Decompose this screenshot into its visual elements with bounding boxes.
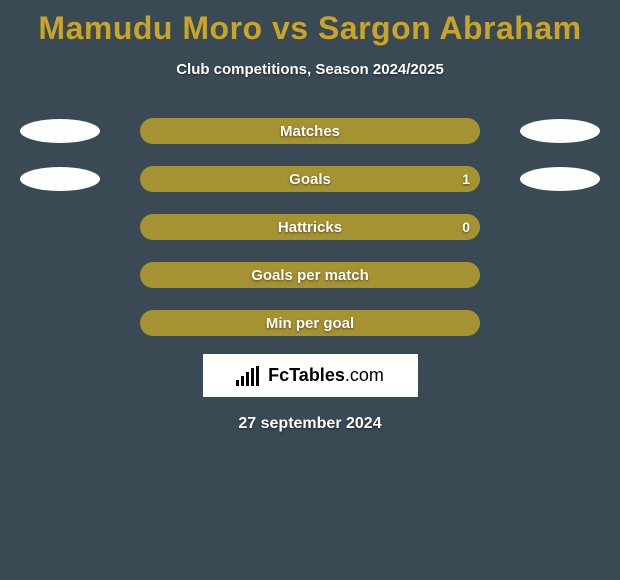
stat-bar: Min per goal <box>140 310 480 336</box>
logo-box: FcTables.com <box>203 354 418 397</box>
page-title: Mamudu Moro vs Sargon Abraham <box>38 10 581 47</box>
logo-text: FcTables.com <box>268 365 384 386</box>
stat-bar-label: Goals per match <box>251 267 369 284</box>
stat-bar-row: Hattricks 0 <box>0 214 620 240</box>
stat-bars-section: Matches Goals 1 Hattricks 0 Goals per match Mi… <box>0 118 620 336</box>
logo-icon-bar <box>256 366 259 386</box>
stat-bar-row: Goals 1 <box>0 166 620 192</box>
left-ellipse <box>20 119 100 143</box>
logo-icon-bar <box>236 380 239 386</box>
stat-bar: Goals per match <box>140 262 480 288</box>
stat-bar-row: Matches <box>0 118 620 144</box>
stats-container: Mamudu Moro vs Sargon Abraham Club compe… <box>0 0 620 580</box>
stat-bar-label: Goals <box>289 171 331 188</box>
logo-text-light: .com <box>345 365 384 385</box>
logo-icon-bar <box>251 368 254 386</box>
subtitle: Club competitions, Season 2024/2025 <box>176 61 444 78</box>
stat-bar-label: Min per goal <box>266 315 354 332</box>
stat-bar-label: Hattricks <box>278 219 342 236</box>
right-ellipse <box>520 119 600 143</box>
bar-chart-icon <box>236 366 259 386</box>
left-ellipse <box>20 167 100 191</box>
logo-text-bold: FcTables <box>268 365 345 385</box>
stat-bar: Goals 1 <box>140 166 480 192</box>
stat-bar-value: 1 <box>462 171 470 187</box>
stat-bar: Hattricks 0 <box>140 214 480 240</box>
stat-bar: Matches <box>140 118 480 144</box>
logo-icon-bar <box>246 372 249 386</box>
logo-icon-bar <box>241 376 244 386</box>
stat-bar-row: Min per goal <box>0 310 620 336</box>
right-ellipse <box>520 167 600 191</box>
stat-bar-value: 0 <box>462 219 470 235</box>
stat-bar-row: Goals per match <box>0 262 620 288</box>
date-text: 27 september 2024 <box>238 415 381 433</box>
stat-bar-label: Matches <box>280 123 340 140</box>
